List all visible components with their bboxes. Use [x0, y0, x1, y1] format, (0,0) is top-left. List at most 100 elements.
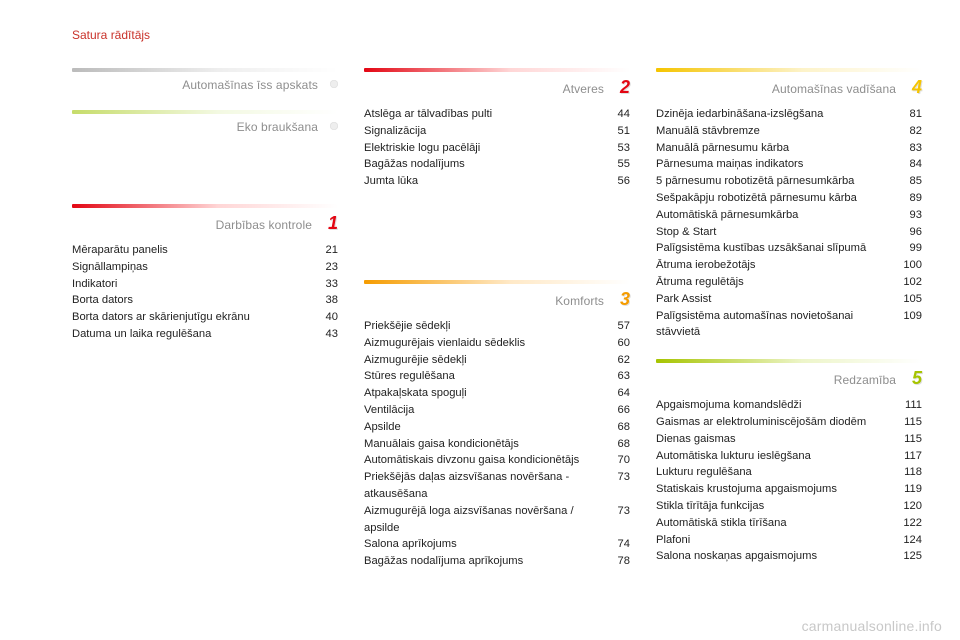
toc-page: 63 — [602, 368, 630, 385]
toc-page: 38 — [310, 292, 338, 309]
toc-row: Salona noskaņas apgaismojums125 — [656, 548, 922, 565]
toc-row: Plafoni124 — [656, 532, 922, 549]
toc-label: Borta dators — [72, 292, 310, 309]
section-title: Darbības kontrole — [216, 218, 312, 232]
toc-page: 33 — [310, 276, 338, 293]
toc-row: Salona aprīkojums74 — [364, 536, 630, 553]
toc-label: Stop & Start — [656, 224, 894, 241]
toc-page: 102 — [894, 274, 922, 291]
toc-page: 64 — [602, 385, 630, 402]
page-header-text: Satura rādītājs — [72, 28, 150, 42]
toc-page: 81 — [894, 106, 922, 123]
watermark: carmanualsonline.info — [802, 618, 942, 634]
toc-label: Salona aprīkojums — [364, 536, 602, 553]
toc-page: 125 — [894, 548, 922, 565]
toc-label: Manuālais gaisa kondicionētājs — [364, 436, 602, 453]
toc-label: Pārnesuma maiņas indikators — [656, 156, 894, 173]
toc-page: 68 — [602, 436, 630, 453]
toc-page: 96 — [894, 224, 922, 241]
section-title-row: Automašīnas īss apskats — [72, 78, 338, 92]
toc-row: Signalizācija51 — [364, 123, 630, 140]
toc-row: Stūres regulēšana63 — [364, 368, 630, 385]
toc-label: Bagāžas nodalījums — [364, 156, 602, 173]
toc-row: Priekšējās daļas aizsvīšanas novēršana -… — [364, 469, 630, 503]
toc-row: Bagāžas nodalījuma aprīkojums78 — [364, 553, 630, 570]
toc-page: 105 — [894, 291, 922, 308]
toc-page: 21 — [310, 242, 338, 259]
toc-label: Manuālā pārnesumu kārba — [656, 140, 894, 157]
toc-label: Salona noskaņas apgaismojums — [656, 548, 894, 565]
toc-label: Palīgsistēma automašīnas novietošanai st… — [656, 308, 894, 342]
toc-row: Signāllampiņas23 — [72, 259, 338, 276]
section-title: Komforts — [555, 294, 604, 308]
toc-page: 100 — [894, 257, 922, 274]
toc-page: 89 — [894, 190, 922, 207]
toc-page: 66 — [602, 402, 630, 419]
toc-page: 68 — [602, 419, 630, 436]
toc-row: Mēraparātu panelis21 — [72, 242, 338, 259]
section-divider — [656, 359, 922, 363]
toc-row: Manuālā pārnesumu kārba83 — [656, 140, 922, 157]
toc-column: Atveres2Atslēga ar tālvadības pulti44Sig… — [364, 68, 630, 610]
toc-row: Atslēga ar tālvadības pulti44 — [364, 106, 630, 123]
toc-row: Park Assist105 — [656, 291, 922, 308]
toc-label: Park Assist — [656, 291, 894, 308]
toc-row: Bagāžas nodalījums55 — [364, 156, 630, 173]
section-divider — [72, 68, 338, 72]
toc-row: Elektriskie logu pacēlāji53 — [364, 140, 630, 157]
toc-columns: Automašīnas īss apskats Eko braukšana Darb… — [72, 68, 922, 610]
toc-row: Manuālais gaisa kondicionētājs68 — [364, 436, 630, 453]
toc-row: Aizmugurējā loga aizsvīšanas novēršana /… — [364, 503, 630, 537]
section-number: 2 — [614, 78, 630, 96]
toc-row: Lukturu regulēšana118 — [656, 464, 922, 481]
toc-list: Dzinēja iedarbināšana-izslēgšana81Manuāl… — [656, 106, 922, 341]
toc-page: 78 — [602, 553, 630, 570]
toc-label: Atpakaļskata spoguļi — [364, 385, 602, 402]
toc-page: 120 — [894, 498, 922, 515]
toc-label: Stūres regulēšana — [364, 368, 602, 385]
toc-label: Statiskais krustojuma apgaismojums — [656, 481, 894, 498]
toc-label: Datuma un laika regulēšana — [72, 326, 310, 343]
section-number: 1 — [322, 214, 338, 232]
section-title-row: Eko braukšana — [72, 120, 338, 134]
toc-page: 55 — [602, 156, 630, 173]
toc-page: 74 — [602, 536, 630, 553]
toc-page: 51 — [602, 123, 630, 140]
toc-label: Indikatori — [72, 276, 310, 293]
toc-row: Borta dators ar skārienjutīgu ekrānu40 — [72, 309, 338, 326]
section-divider — [72, 204, 338, 208]
toc-label: Aizmugurējā loga aizsvīšanas novēršana /… — [364, 503, 602, 537]
toc-page: 109 — [894, 308, 922, 342]
section-dot-icon — [330, 122, 338, 130]
toc-page: 99 — [894, 240, 922, 257]
toc-page: 84 — [894, 156, 922, 173]
toc-page: 117 — [894, 448, 922, 465]
toc-column: Automašīnas īss apskats Eko braukšana Darb… — [72, 68, 338, 610]
toc-row: Apgaismojuma komandslēdži111 — [656, 397, 922, 414]
toc-row: Aizmugurējais vienlaidu sēdeklis60 — [364, 335, 630, 352]
section-title-row: Automašīnas vadīšana4 — [656, 78, 922, 96]
toc-page: 44 — [602, 106, 630, 123]
toc-page: 23 — [310, 259, 338, 276]
toc-label: Jumta lūka — [364, 173, 602, 190]
toc-label: Priekšējie sēdekļi — [364, 318, 602, 335]
toc-label: Priekšējās daļas aizsvīšanas novēršana -… — [364, 469, 602, 503]
toc-list: Atslēga ar tālvadības pulti44Signalizāci… — [364, 106, 630, 190]
section-title: Eko braukšana — [237, 120, 318, 134]
toc-row: Ventilācija66 — [364, 402, 630, 419]
toc-page: 118 — [894, 464, 922, 481]
toc-label: Signalizācija — [364, 123, 602, 140]
toc-label: Palīgsistēma kustības uzsākšanai slīpumā — [656, 240, 894, 257]
toc-label: Elektriskie logu pacēlāji — [364, 140, 602, 157]
toc-section: Redzamība5Apgaismojuma komandslēdži111Ga… — [656, 359, 922, 565]
section-number: 5 — [906, 369, 922, 387]
section-divider — [656, 68, 922, 72]
toc-page: 43 — [310, 326, 338, 343]
toc-label: 5 pārnesumu robotizētā pārnesumkārba — [656, 173, 894, 190]
toc-page: 57 — [602, 318, 630, 335]
toc-label: Gaismas ar elektroluminiscējošām diodēm — [656, 414, 894, 431]
section-number: 3 — [614, 290, 630, 308]
toc-label: Automātiskā pārnesumkārba — [656, 207, 894, 224]
toc-label: Automātiskais divzonu gaisa kondicionētā… — [364, 452, 602, 469]
toc-label: Borta dators ar skārienjutīgu ekrānu — [72, 309, 310, 326]
